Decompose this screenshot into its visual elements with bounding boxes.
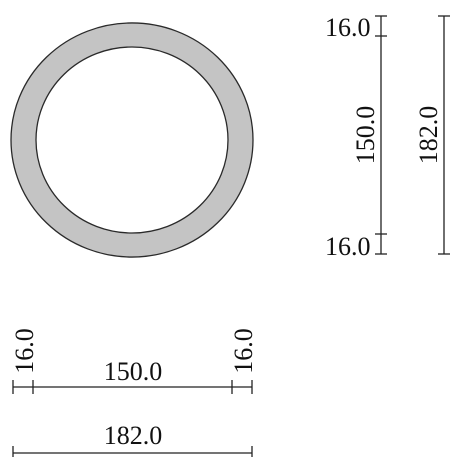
right-top-wall-label: 16.0 [325, 13, 371, 42]
right-bottom-wall-label: 16.0 [325, 232, 371, 261]
bottom-dimension-chain: 16.0 150.0 16.0 182.0 [10, 328, 258, 457]
right-dimension-chain: 16.0 150.0 16.0 182.0 [325, 13, 450, 261]
bottom-left-wall-label: 16.0 [10, 328, 39, 374]
right-outer-label: 182.0 [414, 106, 443, 165]
bottom-outer-label: 182.0 [104, 421, 163, 450]
ring-wall [10, 22, 254, 258]
bottom-inner-label: 150.0 [104, 357, 163, 386]
ring-section [10, 22, 254, 258]
bottom-right-wall-label: 16.0 [229, 328, 258, 374]
right-inner-label: 150.0 [351, 106, 380, 165]
